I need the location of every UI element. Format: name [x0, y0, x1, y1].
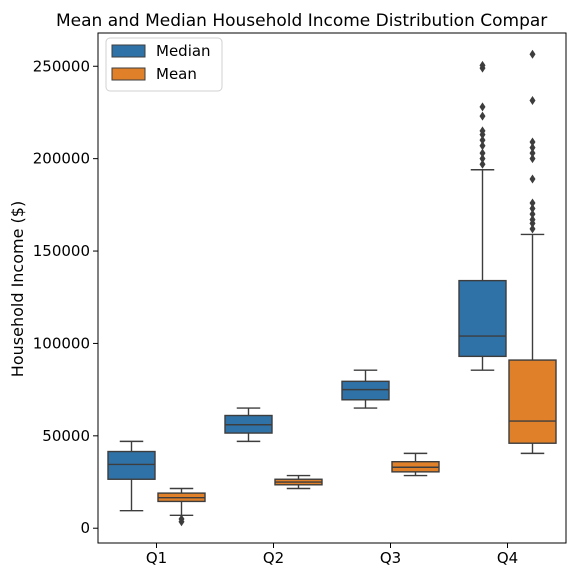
mean-q4-outlier: [529, 209, 536, 219]
mean-q4-outlier: [529, 215, 536, 225]
x-tick-label: Q3: [380, 549, 401, 567]
chart-title: Mean and Median Household Income Distrib…: [56, 11, 547, 31]
y-tick-label: 150000: [33, 242, 90, 260]
median-q4-outlier: [479, 102, 486, 112]
median-q4-outlier: [479, 141, 486, 151]
median-q4-outlier: [479, 111, 486, 121]
mean-q4-outlier: [529, 224, 536, 234]
mean-q4-outlier: [529, 198, 536, 208]
y-tick-label: 50000: [42, 427, 90, 445]
x-tick-label: Q2: [263, 549, 284, 567]
mean-q4-box: [508, 359, 557, 444]
y-tick-label: 200000: [33, 150, 90, 168]
median-q4-outlier: [479, 148, 486, 158]
y-tick-label: 0: [80, 519, 90, 537]
median-q3-box: [341, 380, 390, 401]
median-q4-outlier: [479, 126, 486, 136]
plot-frame: [97, 32, 567, 544]
median-q4-outlier: [479, 154, 486, 164]
mean-q4-outlier: [529, 95, 536, 105]
y-axis-title: Household Income ($): [8, 201, 27, 377]
mean-q4-outlier: [529, 174, 536, 184]
legend-swatch-mean: [111, 67, 146, 81]
mean-q4-outlier: [529, 137, 536, 147]
median-q4-box: [458, 279, 507, 358]
x-tick-label: Q1: [146, 549, 167, 567]
mean-q4-outlier: [529, 49, 536, 59]
mean-q4-outlier: [529, 154, 536, 164]
median-q1-box: [107, 450, 156, 480]
plot-area: 0 50000 100000 150000 200000 250000 Q1 Q2 Q3 Q4: [33, 32, 567, 567]
y-tick-label: 100000: [33, 334, 90, 352]
legend-label-median: Median: [156, 42, 211, 60]
legend-swatch-median: [111, 44, 146, 58]
x-tick-label: Q4: [497, 549, 518, 567]
median-q4-outlier: [479, 60, 486, 70]
mean-q1-outlier: [178, 514, 185, 524]
legend: Median Mean: [105, 37, 223, 92]
median-q4-outlier: [479, 135, 486, 145]
median-q4-outlier: [479, 159, 486, 169]
mean-q4-outlier: [529, 148, 536, 158]
mean-q4-outlier: [529, 143, 536, 153]
y-tick-label: 250000: [33, 57, 90, 75]
legend-label-mean: Mean: [156, 65, 197, 83]
mean-q4-outlier: [529, 204, 536, 214]
